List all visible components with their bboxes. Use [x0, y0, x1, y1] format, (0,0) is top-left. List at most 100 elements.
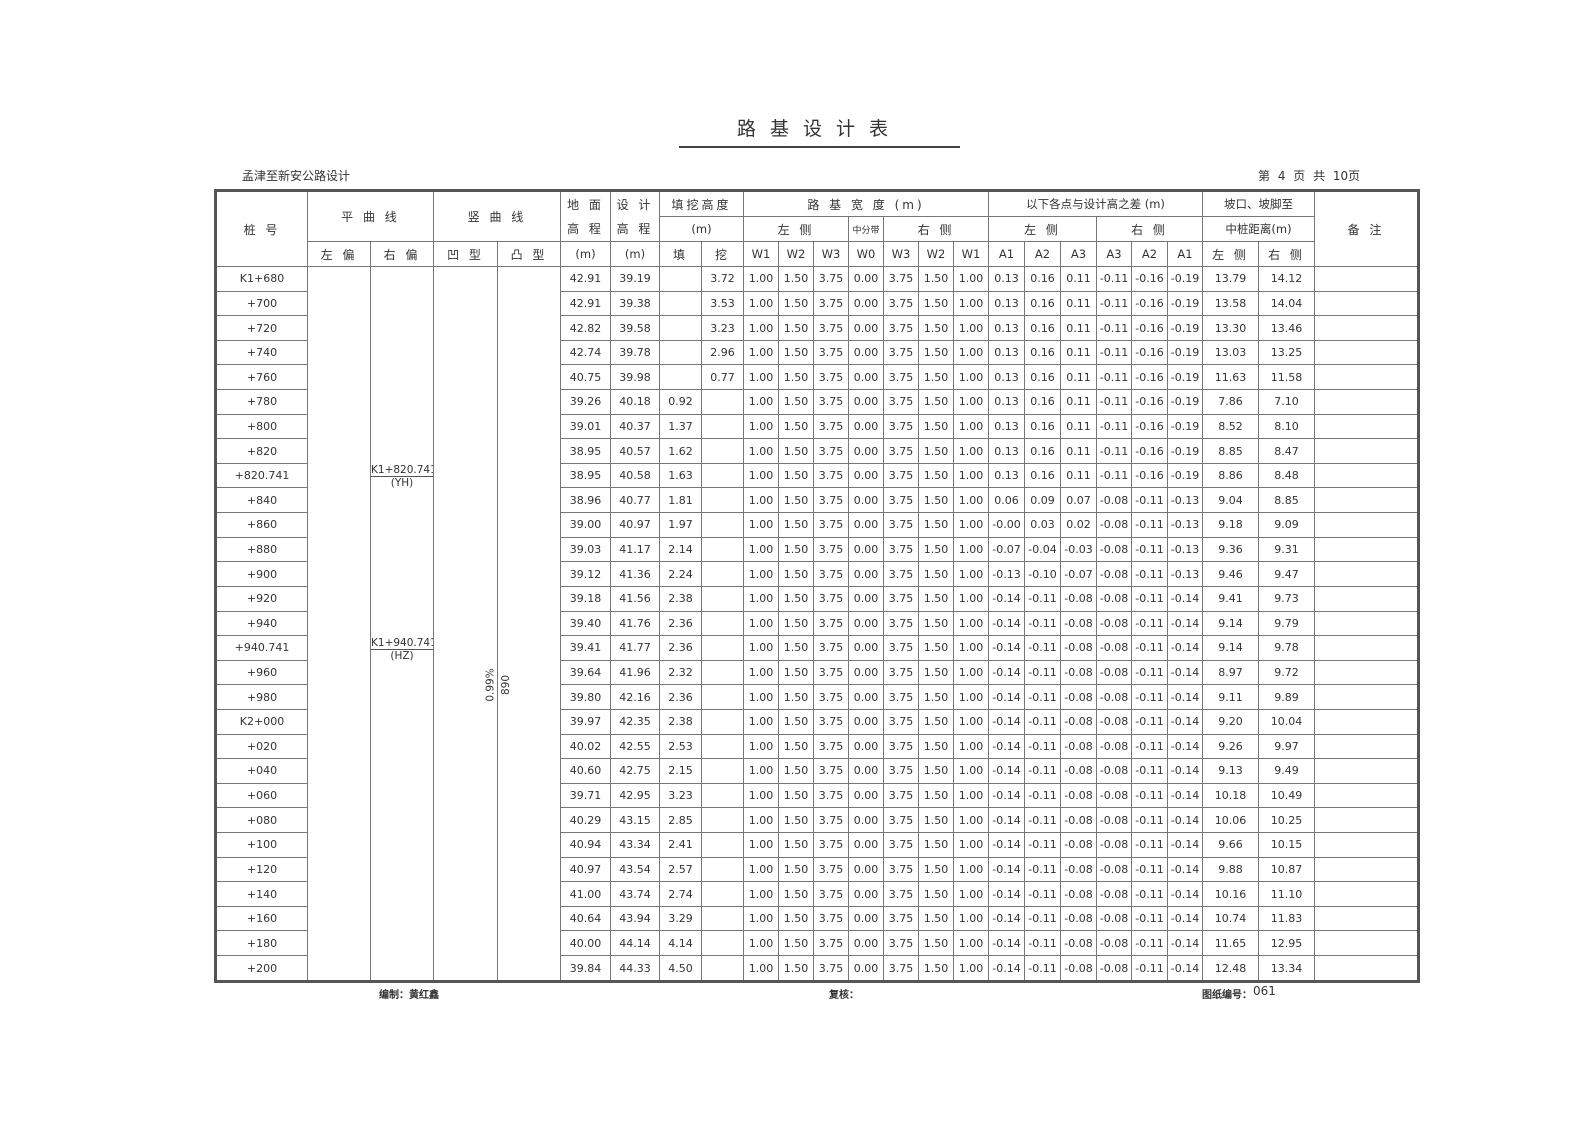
table-row: K1+680 K1+820.741 (YH) K1+940.741 (HZ) 0.99% 8… [215, 265, 1419, 983]
cell-slope-distance-right: 11.10 [1258, 881, 1315, 907]
cell-design-elevation: 44.14 [610, 930, 660, 957]
cell-diff-a2-left: -0.11 [1024, 635, 1061, 661]
cell-width-w2-left: 1.50 [778, 782, 814, 809]
cell-remark [1314, 807, 1419, 834]
header-remark: 备 注 [1314, 190, 1419, 267]
cell-design-elevation: 41.76 [610, 610, 660, 637]
cell-width-w2-left: 1.50 [778, 856, 814, 883]
cell-diff-a3-left: 0.11 [1060, 364, 1097, 391]
cell-station: +820 [215, 438, 308, 464]
table-row: +080 40.29 43.15 2.85 1.00 1.50 3.75 0.00 3.75 1.… [215, 807, 1419, 834]
cell-station: +040 [215, 758, 308, 784]
cell-diff-a3-left: -0.08 [1060, 905, 1097, 932]
cell-diff-a1-left: -0.14 [988, 585, 1025, 612]
cell-station: +160 [215, 905, 308, 932]
cell-diff-a1-left: -0.07 [988, 536, 1025, 563]
cell-width-w2-left: 1.50 [778, 315, 814, 341]
cell-fill: 3.23 [659, 782, 702, 809]
cell-width-w3-left: 3.75 [813, 561, 849, 587]
cell-remark [1314, 733, 1419, 760]
cell-diff-a2-left: 0.16 [1024, 413, 1061, 440]
cell-width-w2-right: 1.50 [918, 733, 954, 760]
cell-slope-distance-left: 10.16 [1202, 881, 1259, 907]
cell-diff-a3-left: 0.11 [1060, 413, 1097, 440]
cell-design-elevation: 42.75 [610, 758, 660, 784]
cell-diff-a3-left: -0.08 [1060, 684, 1097, 710]
cell-width-w1-right: 1.00 [953, 733, 989, 760]
cell-design-elevation: 43.94 [610, 905, 660, 932]
cell-cut [701, 585, 744, 612]
cell-ground-elevation: 39.80 [560, 684, 611, 710]
cell-diff-a3-right: -0.08 [1096, 635, 1132, 661]
cell-width-w0: 0.00 [848, 635, 884, 661]
cell-station: +120 [215, 856, 308, 883]
cell-slope-distance-right: 8.47 [1258, 438, 1315, 464]
cell-width-w3-left: 3.75 [813, 856, 849, 883]
cell-diff-a2-right: -0.11 [1131, 807, 1168, 834]
cell-ground-elevation: 40.02 [560, 733, 611, 760]
cell-slope-distance-left: 9.26 [1202, 733, 1259, 760]
cell-diff-a1-right: -0.14 [1167, 733, 1203, 760]
cell-fill: 2.38 [659, 708, 702, 735]
cell-diff-a1-right: -0.14 [1167, 585, 1203, 612]
cell-diff-a2-left: -0.11 [1024, 733, 1061, 760]
cell-diff-a3-right: -0.11 [1096, 413, 1132, 440]
cell-ground-elevation: 42.82 [560, 315, 611, 341]
cell-width-w1-left: 1.00 [743, 290, 779, 317]
cell-design-elevation: 40.18 [610, 389, 660, 415]
cell-diff-a1-right: -0.14 [1167, 708, 1203, 735]
cell-ground-elevation: 39.26 [560, 389, 611, 415]
cell-width-w1-left: 1.00 [743, 536, 779, 563]
cell-diff-a3-right: -0.08 [1096, 881, 1132, 907]
cell-diff-a1-right: -0.19 [1167, 339, 1203, 366]
cell-width-w2-right: 1.50 [918, 487, 954, 514]
cell-width-w3-left: 3.75 [813, 733, 849, 760]
table-row: +780 39.26 40.18 0.92 1.00 1.50 3.75 0.00 3.75 1.… [215, 389, 1419, 415]
cell-diff-a2-left: -0.04 [1024, 536, 1061, 563]
cell-width-w1-left: 1.00 [743, 684, 779, 710]
cell-slope-distance-left: 8.85 [1202, 438, 1259, 464]
cell-diff-a2-right: -0.16 [1131, 339, 1168, 366]
cell-design-elevation: 42.35 [610, 708, 660, 735]
cell-slope-distance-right: 10.49 [1258, 782, 1315, 809]
cell-cut [701, 881, 744, 907]
header-width-col: W2 [918, 241, 954, 267]
cell-diff-a2-left: -0.11 [1024, 807, 1061, 834]
cell-width-w3-left: 3.75 [813, 807, 849, 834]
cell-width-w0: 0.00 [848, 930, 884, 957]
cell-width-w2-left: 1.50 [778, 364, 814, 391]
cell-slope-distance-right: 12.95 [1258, 930, 1315, 957]
cell-width-w2-right: 1.50 [918, 832, 954, 858]
cell-design-elevation: 40.37 [610, 413, 660, 440]
cell-station: +740 [215, 339, 308, 366]
cell-design-elevation: 43.54 [610, 856, 660, 883]
cell-width-w2-left: 1.50 [778, 807, 814, 834]
cell-diff-a3-right: -0.08 [1096, 536, 1132, 563]
cell-diff-a3-left: 0.11 [1060, 266, 1097, 292]
cell-diff-a3-left: -0.08 [1060, 610, 1097, 637]
cell-ground-elevation: 38.96 [560, 487, 611, 514]
header-width-col: W1 [743, 241, 779, 267]
cell-design-elevation: 43.15 [610, 807, 660, 834]
cell-slope-distance-right: 9.89 [1258, 684, 1315, 710]
cell-remark [1314, 438, 1419, 464]
cell-diff-a1-right: -0.14 [1167, 881, 1203, 907]
cell-width-w0: 0.00 [848, 610, 884, 637]
cell-width-w3-right: 3.75 [883, 708, 919, 735]
cell-diff-a1-right: -0.14 [1167, 832, 1203, 858]
cell-diff-a1-left: -0.13 [988, 561, 1025, 587]
cell-slope-distance-right: 8.10 [1258, 413, 1315, 440]
cell-slope-distance-left: 10.06 [1202, 807, 1259, 834]
cell-width-w3-left: 3.75 [813, 758, 849, 784]
cell-cut [701, 930, 744, 957]
project-name: 孟津至新安公路设计 [242, 169, 351, 183]
cell-diff-a1-left: -0.14 [988, 807, 1025, 834]
cell-width-w2-left: 1.50 [778, 832, 814, 858]
cell-width-w3-left: 3.75 [813, 266, 849, 292]
cell-fill [659, 290, 702, 317]
cell-diff-a2-right: -0.11 [1131, 832, 1168, 858]
table-row: +820 38.95 40.57 1.62 1.00 1.50 3.75 0.00 3.75 1.… [215, 438, 1419, 464]
cell-width-w3-right: 3.75 [883, 315, 919, 341]
cell-width-w1-left: 1.00 [743, 955, 779, 983]
cell-width-w2-right: 1.50 [918, 266, 954, 292]
